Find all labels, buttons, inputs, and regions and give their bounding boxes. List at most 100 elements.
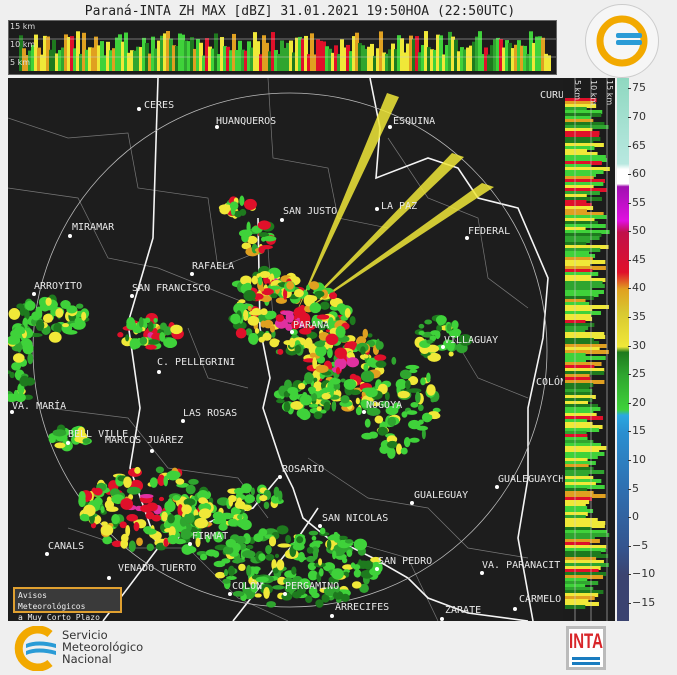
cross-section-row [565, 506, 588, 510]
cross-section-row [565, 272, 599, 276]
echo-cell [307, 562, 317, 571]
echo-cell [198, 497, 207, 504]
cross-section-row [565, 551, 601, 555]
echo-cell [458, 334, 473, 346]
city-label: CARMELO [519, 594, 562, 605]
cross-section-column [376, 48, 380, 71]
cross-section-column [193, 48, 197, 71]
echo-cell [250, 487, 255, 496]
cross-section-row [565, 185, 594, 189]
cross-section-column [220, 37, 224, 71]
echo-cell [181, 504, 192, 515]
cross-section-column [430, 49, 434, 71]
echo-cell [247, 315, 260, 326]
echo-cell [391, 356, 397, 365]
notice-box[interactable]: Avisos Meteorológicos a Muy Corto Plazo [13, 587, 122, 622]
cross-section-column [166, 31, 170, 71]
echo-cell [332, 590, 344, 600]
cross-section-row [565, 419, 588, 423]
cross-section-row [565, 422, 593, 426]
echo-cell [293, 307, 306, 318]
echo-cell [185, 484, 196, 495]
cross-section-column [187, 41, 191, 71]
cross-section-row [565, 254, 596, 258]
radar-map[interactable]: CERES HUANQUEROS ESQUINA CURU SAN JUSTO LA PA… [8, 78, 563, 621]
echo-cell [163, 538, 169, 547]
cross-section-column [331, 52, 335, 71]
echo-cell [265, 544, 272, 555]
echo-cell [297, 551, 305, 563]
echo-cell [13, 353, 25, 363]
echo-cell [9, 371, 15, 379]
echo-cell [62, 323, 69, 328]
cross-section-column [325, 46, 329, 71]
cross-section-row [565, 248, 601, 252]
cross-section-column [457, 51, 461, 71]
echo-cell [321, 593, 330, 603]
cross-section-row [565, 179, 606, 183]
echo-cell [314, 340, 326, 348]
echo-cell [170, 324, 183, 335]
cross-section-column [58, 50, 62, 71]
city-label: LA PAZ [381, 201, 418, 212]
echo-cell [239, 195, 245, 207]
echo-cell [213, 531, 224, 543]
echo-cell [64, 330, 78, 335]
cross-section-row [565, 515, 586, 519]
cross-section-row [565, 224, 606, 228]
cross-section-row [565, 455, 598, 459]
echo-cell [374, 354, 387, 361]
echo-cell [54, 442, 66, 449]
cross-section-column [493, 39, 497, 71]
echo-cell [241, 550, 256, 559]
echo-cell [263, 586, 270, 599]
cross-section-column [481, 54, 485, 71]
echo-cell [132, 325, 143, 334]
echo-cell [316, 314, 330, 320]
echo-cell [318, 323, 326, 331]
echo-cell [418, 323, 425, 329]
cross-section-column [544, 53, 548, 71]
cross-section-row [565, 497, 592, 501]
cross-section-column [490, 45, 494, 71]
echo-cell [367, 333, 373, 338]
cross-section-column [298, 36, 302, 71]
echo-cell [195, 537, 201, 548]
echo-cell [163, 326, 172, 336]
echo-cell [449, 330, 461, 338]
city-marker [375, 567, 379, 571]
cross-section-column [316, 39, 320, 71]
echo-cell [158, 496, 165, 502]
cross-section-row [565, 479, 602, 483]
echo-cell [66, 305, 78, 314]
echo-cell [11, 362, 22, 371]
cross-section-column [487, 54, 491, 71]
echo-cell [136, 537, 143, 547]
colorbar-tick: 50 [628, 224, 646, 238]
echo-cell [361, 432, 374, 440]
echo-cell [227, 518, 238, 527]
echo-cell [258, 245, 265, 254]
echo-cell [163, 337, 178, 349]
cross-section-row [565, 602, 599, 606]
echo-cell [269, 285, 281, 290]
cross-section-row [565, 155, 606, 159]
cross-section-row [565, 314, 592, 318]
echo-cell [387, 416, 397, 427]
cross-section-column [238, 40, 242, 71]
cross-section-row [565, 290, 604, 294]
city-label: SAN FRANCISCO [132, 283, 211, 294]
colorbar-tick: 65 [628, 138, 646, 152]
cross-section-column [142, 37, 146, 71]
cross-section-column [223, 46, 227, 71]
echo-cell [287, 386, 299, 395]
echo-cell [257, 276, 263, 286]
echo-cell [351, 581, 362, 589]
echo-cell [131, 338, 142, 349]
echo-cell [181, 544, 194, 555]
cross-section-row [565, 398, 593, 402]
echo-cell [212, 511, 224, 521]
echo-cell [343, 378, 357, 390]
radar-beam [294, 183, 494, 318]
cross-section-row [565, 569, 599, 573]
